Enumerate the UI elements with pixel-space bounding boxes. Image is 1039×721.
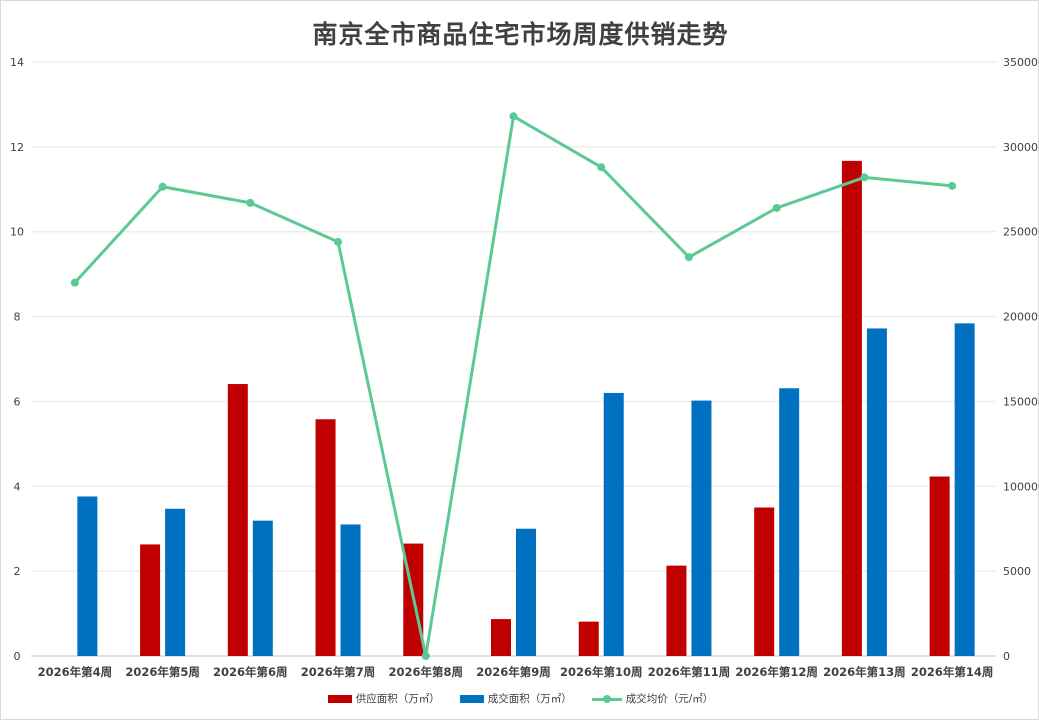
- y2-tick-label: 10000: [1003, 480, 1038, 493]
- x-tick-label: 2026年第9周: [476, 665, 551, 679]
- line-price: [73, 114, 953, 658]
- legend-label-sales: 成交面积（万㎡）: [487, 693, 572, 705]
- chart-title: 南京全市商品住宅市场周度供销走势: [312, 20, 729, 49]
- legend-item-supply[interactable]: 供应面积（万㎡）: [327, 691, 440, 706]
- y2-tick-label: 5000: [1003, 565, 1031, 578]
- bar-sales: [866, 328, 887, 656]
- x-tick-label: 2026年第4周: [38, 665, 113, 679]
- legend-label-supply: 供应面积（万㎡）: [355, 693, 440, 705]
- bar-sales: [77, 496, 98, 656]
- legend-label-price: 成交均价（元/㎡）: [625, 693, 714, 705]
- x-tick-label: 2026年第7周: [301, 665, 376, 679]
- y2-tick-label: 35000: [1003, 56, 1038, 69]
- x-tick-label: 2026年第12周: [735, 665, 818, 679]
- x-tick-label: 2026年第10周: [560, 665, 643, 679]
- y-tick-label: 8: [14, 311, 21, 324]
- bar-sales: [603, 392, 624, 656]
- point-price: [246, 198, 255, 207]
- bar-sales: [516, 528, 536, 656]
- x-tick-label: 2026年第5周: [125, 665, 200, 679]
- y2-tick-label: 0: [1003, 650, 1010, 663]
- y2-tick-label: 15000: [1003, 395, 1038, 408]
- y-tick-label: 6: [14, 395, 21, 408]
- y-tick-label: 2: [14, 565, 21, 578]
- point-price: [948, 181, 957, 190]
- y-tick-label: 10: [10, 226, 24, 239]
- legend-swatch-price: [591, 694, 622, 704]
- bar-sales: [954, 323, 975, 656]
- bar-sales: [252, 520, 273, 656]
- point-price: [70, 278, 79, 287]
- bar-sales: [779, 388, 800, 656]
- y2-tick-label: 20000: [1003, 311, 1038, 324]
- bar-supply: [578, 621, 599, 656]
- y-tick-label: 12: [10, 141, 24, 154]
- bar-supply: [140, 544, 161, 656]
- point-price: [772, 203, 781, 212]
- legend-swatch-sales: [459, 694, 484, 703]
- bar-supply: [841, 160, 862, 656]
- x-tick-label: 2026年第13周: [823, 665, 906, 679]
- point-price: [860, 173, 869, 182]
- bar-supply: [491, 619, 511, 656]
- bar-supply: [315, 419, 336, 656]
- point-price: [509, 112, 518, 121]
- chart-legend: 供应面积（万㎡） 成交面积（万㎡） 成交均价（元/㎡）: [1, 691, 1039, 706]
- y-tick-label: 0: [14, 650, 21, 663]
- bar-sales: [691, 400, 712, 656]
- y2-tick-label: 30000: [1003, 141, 1038, 154]
- bar-supply: [929, 476, 950, 656]
- legend-item-sales[interactable]: 成交面积（万㎡）: [459, 691, 572, 706]
- legend-swatch-supply: [327, 694, 352, 703]
- point-price: [597, 163, 606, 172]
- x-tick-label: 2026年第11周: [648, 665, 731, 679]
- y2-tick-label: 25000: [1003, 226, 1038, 239]
- bar-supply: [754, 507, 775, 656]
- point-price: [421, 652, 430, 660]
- y-tick-label: 4: [14, 480, 21, 493]
- x-tick-label: 2026年第8周: [389, 665, 464, 679]
- x-tick-label: 2026年第6周: [213, 665, 288, 679]
- point-price: [334, 237, 343, 246]
- bar-supply: [666, 565, 687, 656]
- point-price: [684, 253, 693, 262]
- legend-item-price[interactable]: 成交均价（元/㎡）: [591, 691, 714, 706]
- bar-sales: [340, 524, 361, 656]
- point-price: [158, 182, 167, 191]
- bar-sales: [165, 508, 186, 656]
- bar-supply: [227, 384, 248, 656]
- x-tick-label: 2026年第14周: [911, 665, 994, 679]
- y-tick-label: 14: [10, 56, 24, 69]
